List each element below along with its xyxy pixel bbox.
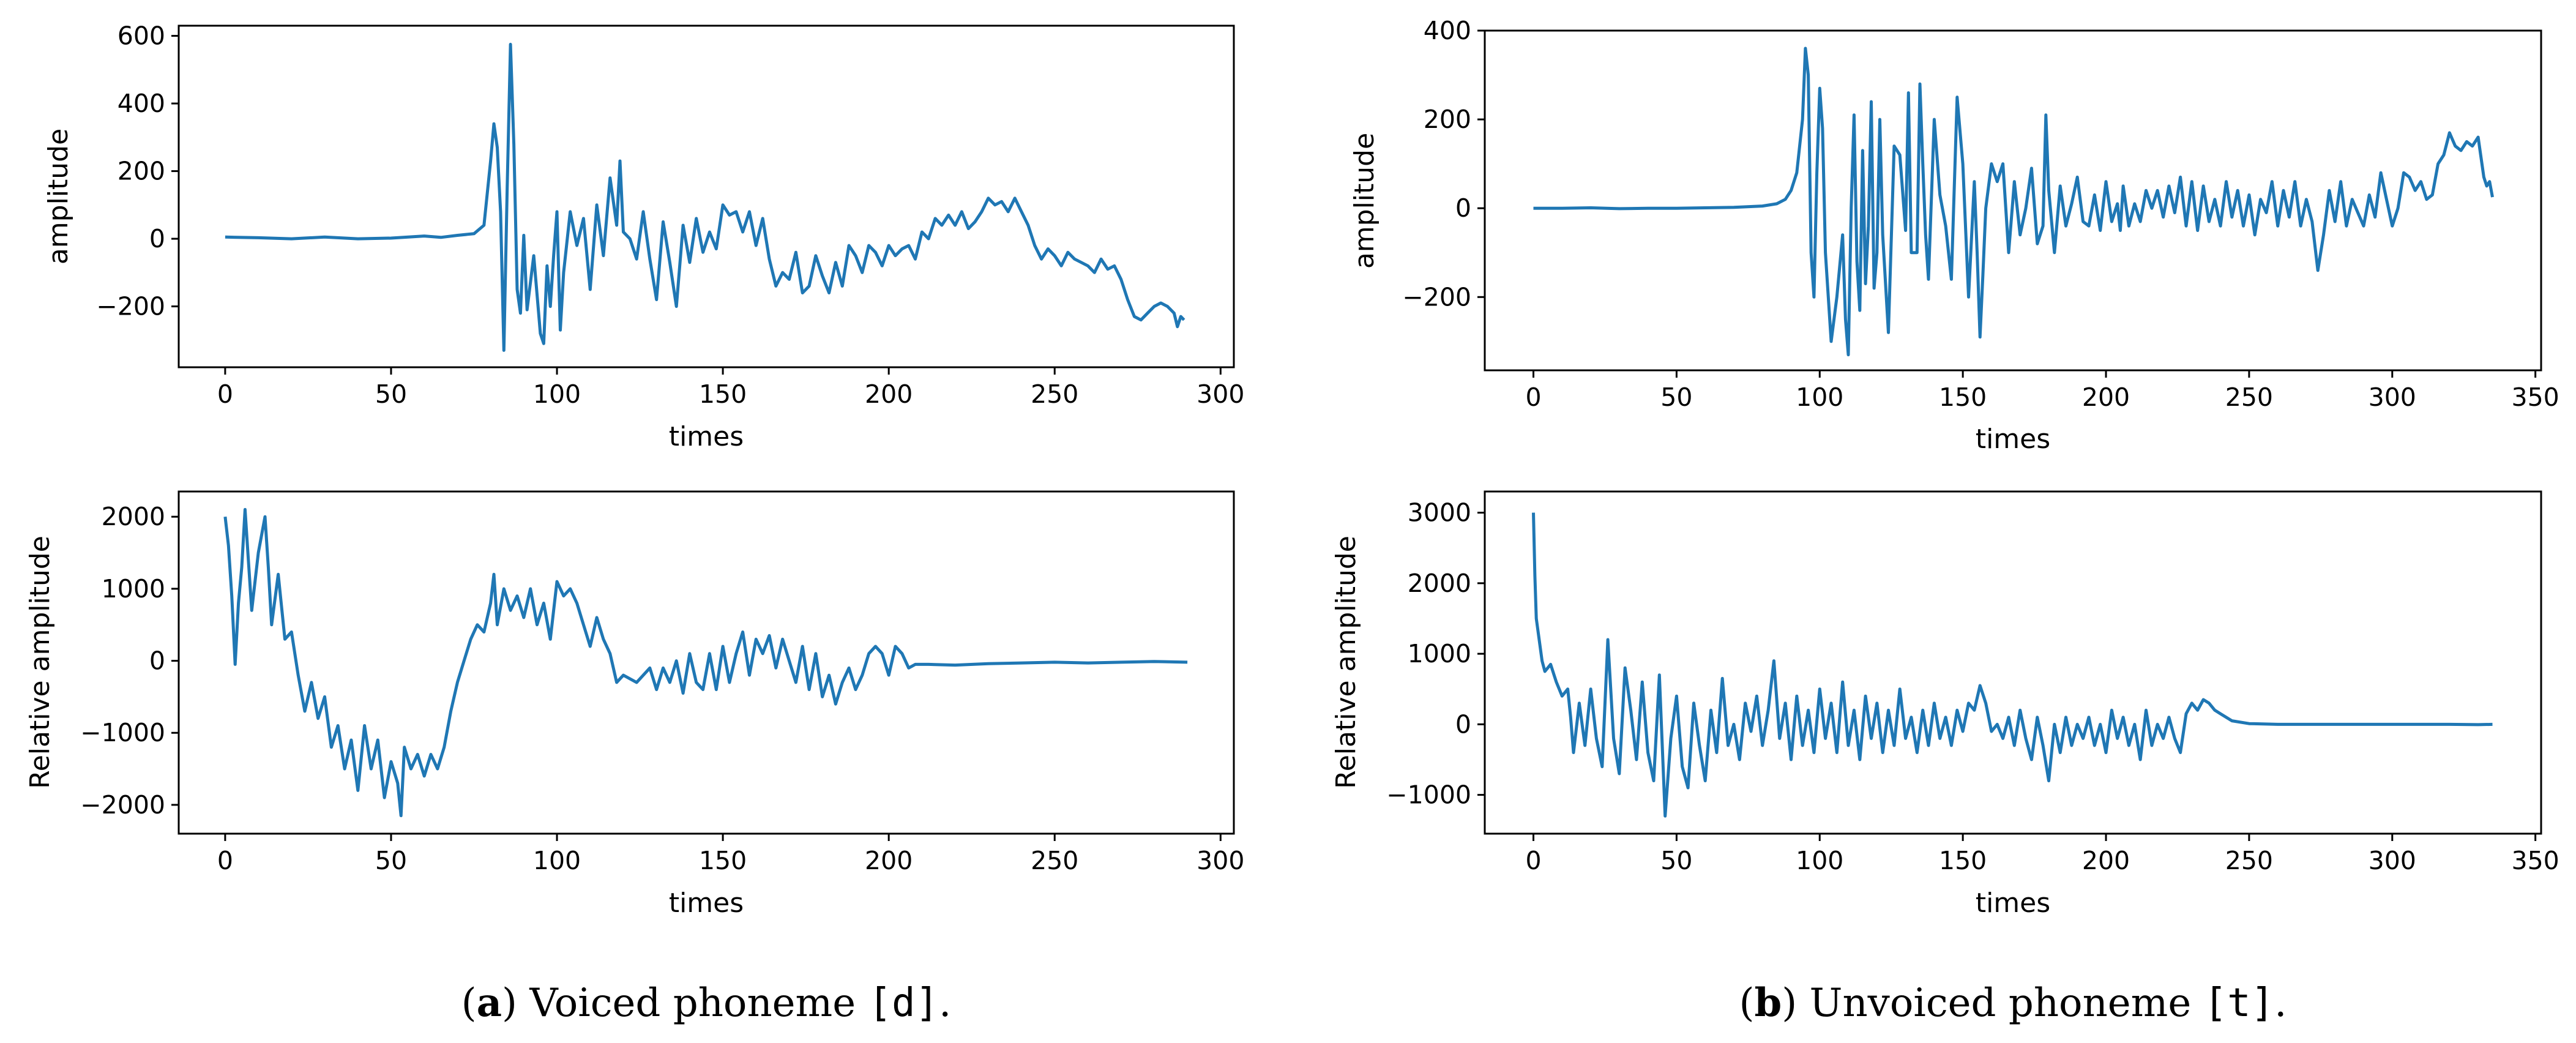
voiced-amplitude-plot: times amplitude 0 50 100 150 200 250 300 −200 0 2… [43,21,1244,452]
y-axis-label: Relative amplitude [24,536,56,789]
x-tick-label: 200 [865,846,913,875]
x-tick-label: 350 [2512,383,2559,412]
x-tick-label: 0 [1525,383,1541,412]
y-tick-label: 0 [1455,709,1471,739]
x-tick-label: 150 [1939,846,1987,875]
y-tick-label: −200 [96,292,165,321]
caption-label: b [1754,980,1782,1026]
x-tick-label: 100 [1796,383,1843,412]
y-tick-label: −2000 [80,790,165,820]
y-tick-label: −1000 [1386,780,1471,810]
series-line-signal [223,507,1188,818]
x-tick-label: 200 [2082,846,2130,875]
x-tick-label: 100 [533,379,581,409]
caption-text: Unvoiced phoneme [1810,981,2192,1026]
x-tick-label: 150 [699,379,747,409]
x-axis-label: times [669,888,744,919]
unvoiced-amplitude-plot: times amplitude 0 50 100 150 200 250 300 350 −20… [1349,16,2559,455]
y-tick-label: 200 [118,157,165,186]
caption-end: . [939,981,951,1026]
x-tick-label: 200 [2082,383,2130,412]
y-tick-label: 3000 [1408,498,1471,528]
x-tick-label: 50 [1660,846,1692,875]
caption-b: (b) Unvoiced phoneme [t]. [1739,980,2287,1026]
x-tick-label: 300 [2369,846,2416,875]
x-tick-label: 300 [1197,846,1244,875]
x-tick-label: 100 [1796,846,1843,875]
x-tick-label: 0 [1525,846,1541,875]
x-tick-label: 150 [699,846,747,875]
caption-label: a [477,980,502,1026]
x-tick-label: 50 [375,379,407,409]
x-tick-label: 0 [217,846,233,875]
unvoiced-relative-amplitude-plot: times Relative amplitude 0 50 100 150 200 250… [1331,490,2559,919]
x-tick-label: 250 [1031,379,1078,409]
y-tick-label: 0 [149,646,165,676]
x-tick-label: 250 [2225,383,2273,412]
x-tick-label: 300 [2369,383,2416,412]
x-axis-label: times [1976,424,2050,455]
x-tick-label: 150 [1939,383,1987,412]
y-tick-label: 400 [1424,16,1471,45]
caption-a: (a) Voiced phoneme [d]. [461,980,952,1026]
series-line-signal [1533,47,2494,357]
x-tick-label: 300 [1197,379,1244,409]
x-axis-label: times [1976,888,2050,919]
voiced-relative-amplitude-plot: times Relative amplitude 0 50 100 150 200 250… [24,490,1244,919]
axes-frame [177,24,1235,368]
y-tick-label: 2000 [102,502,165,531]
caption-phoneme: [d] [868,981,939,1026]
y-tick-label: 1000 [1408,639,1471,668]
x-tick-label: 50 [375,846,407,875]
axes-frame [177,490,1235,835]
series-line-signal [225,42,1185,352]
x-tick-label: 0 [217,379,233,409]
y-axis-label: amplitude [43,129,74,264]
y-tick-label: 600 [118,21,165,51]
y-axis-label: amplitude [1349,133,1380,269]
y-tick-label: −200 [1402,282,1471,312]
caption-end: . [2274,981,2287,1026]
y-tick-label: 1000 [102,574,165,604]
x-tick-label: 50 [1660,383,1692,412]
x-tick-label: 350 [2512,846,2559,875]
x-tick-label: 250 [1031,846,1078,875]
series-line-signal [1532,512,2493,818]
axes-frame [1484,29,2542,372]
y-tick-label: 0 [1455,193,1471,223]
y-tick-label: 2000 [1408,569,1471,598]
y-tick-label: 0 [149,224,165,253]
y-tick-label: 200 [1424,105,1471,134]
caption-phoneme: [t] [2204,981,2275,1026]
y-tick-label: 400 [118,89,165,118]
y-tick-label: −1000 [80,718,165,747]
x-tick-label: 200 [865,379,913,409]
x-axis-label: times [669,421,744,452]
y-axis-label: Relative amplitude [1331,536,1362,789]
x-tick-label: 100 [533,846,581,875]
axes-frame [1484,490,2542,835]
x-tick-label: 250 [2225,846,2273,875]
caption-text: Voiced phoneme [529,981,856,1026]
